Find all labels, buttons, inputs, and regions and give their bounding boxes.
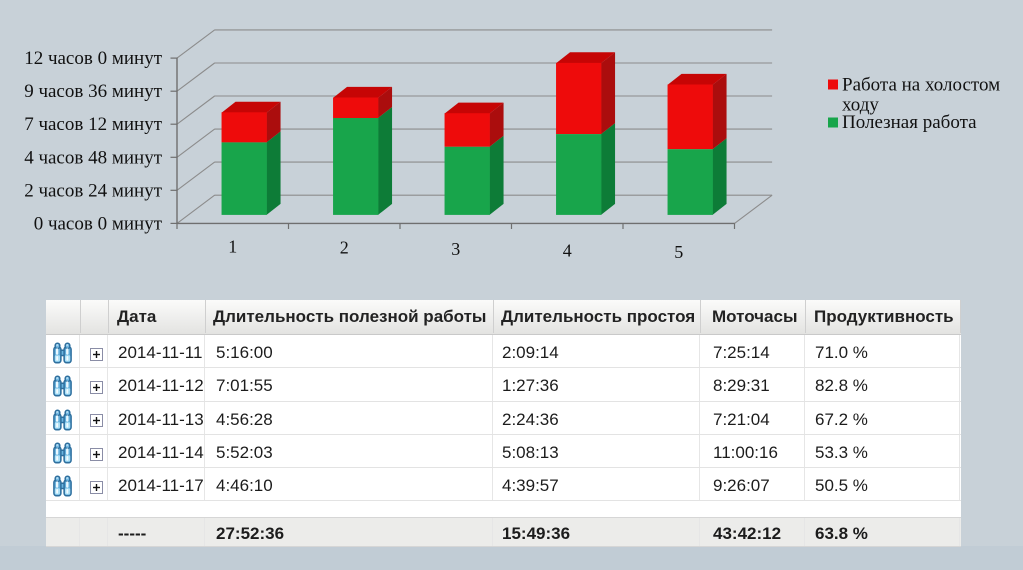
svg-text:1: 1 — [228, 236, 237, 256]
svg-text:Работа на холостом: Работа на холостом — [842, 75, 1000, 96]
svg-text:2: 2 — [340, 238, 349, 258]
svg-text:2 часов 24 минут: 2 часов 24 минут — [24, 180, 163, 201]
svg-text:12 часов 0 минут: 12 часов 0 минут — [24, 48, 163, 69]
svg-text:9 часов 36 минут: 9 часов 36 минут — [24, 81, 163, 102]
svg-text:3: 3 — [451, 239, 460, 259]
svg-text:5: 5 — [674, 242, 683, 262]
svg-text:4 часов 48 минут: 4 часов 48 минут — [24, 147, 163, 168]
svg-text:4: 4 — [563, 241, 572, 261]
svg-text:0 часов 0 минут: 0 часов 0 минут — [34, 213, 163, 234]
svg-text:7 часов 12 минут: 7 часов 12 минут — [24, 114, 163, 135]
svg-text:ходу: ходу — [842, 95, 879, 116]
svg-text:Полезная работа: Полезная работа — [842, 112, 977, 133]
